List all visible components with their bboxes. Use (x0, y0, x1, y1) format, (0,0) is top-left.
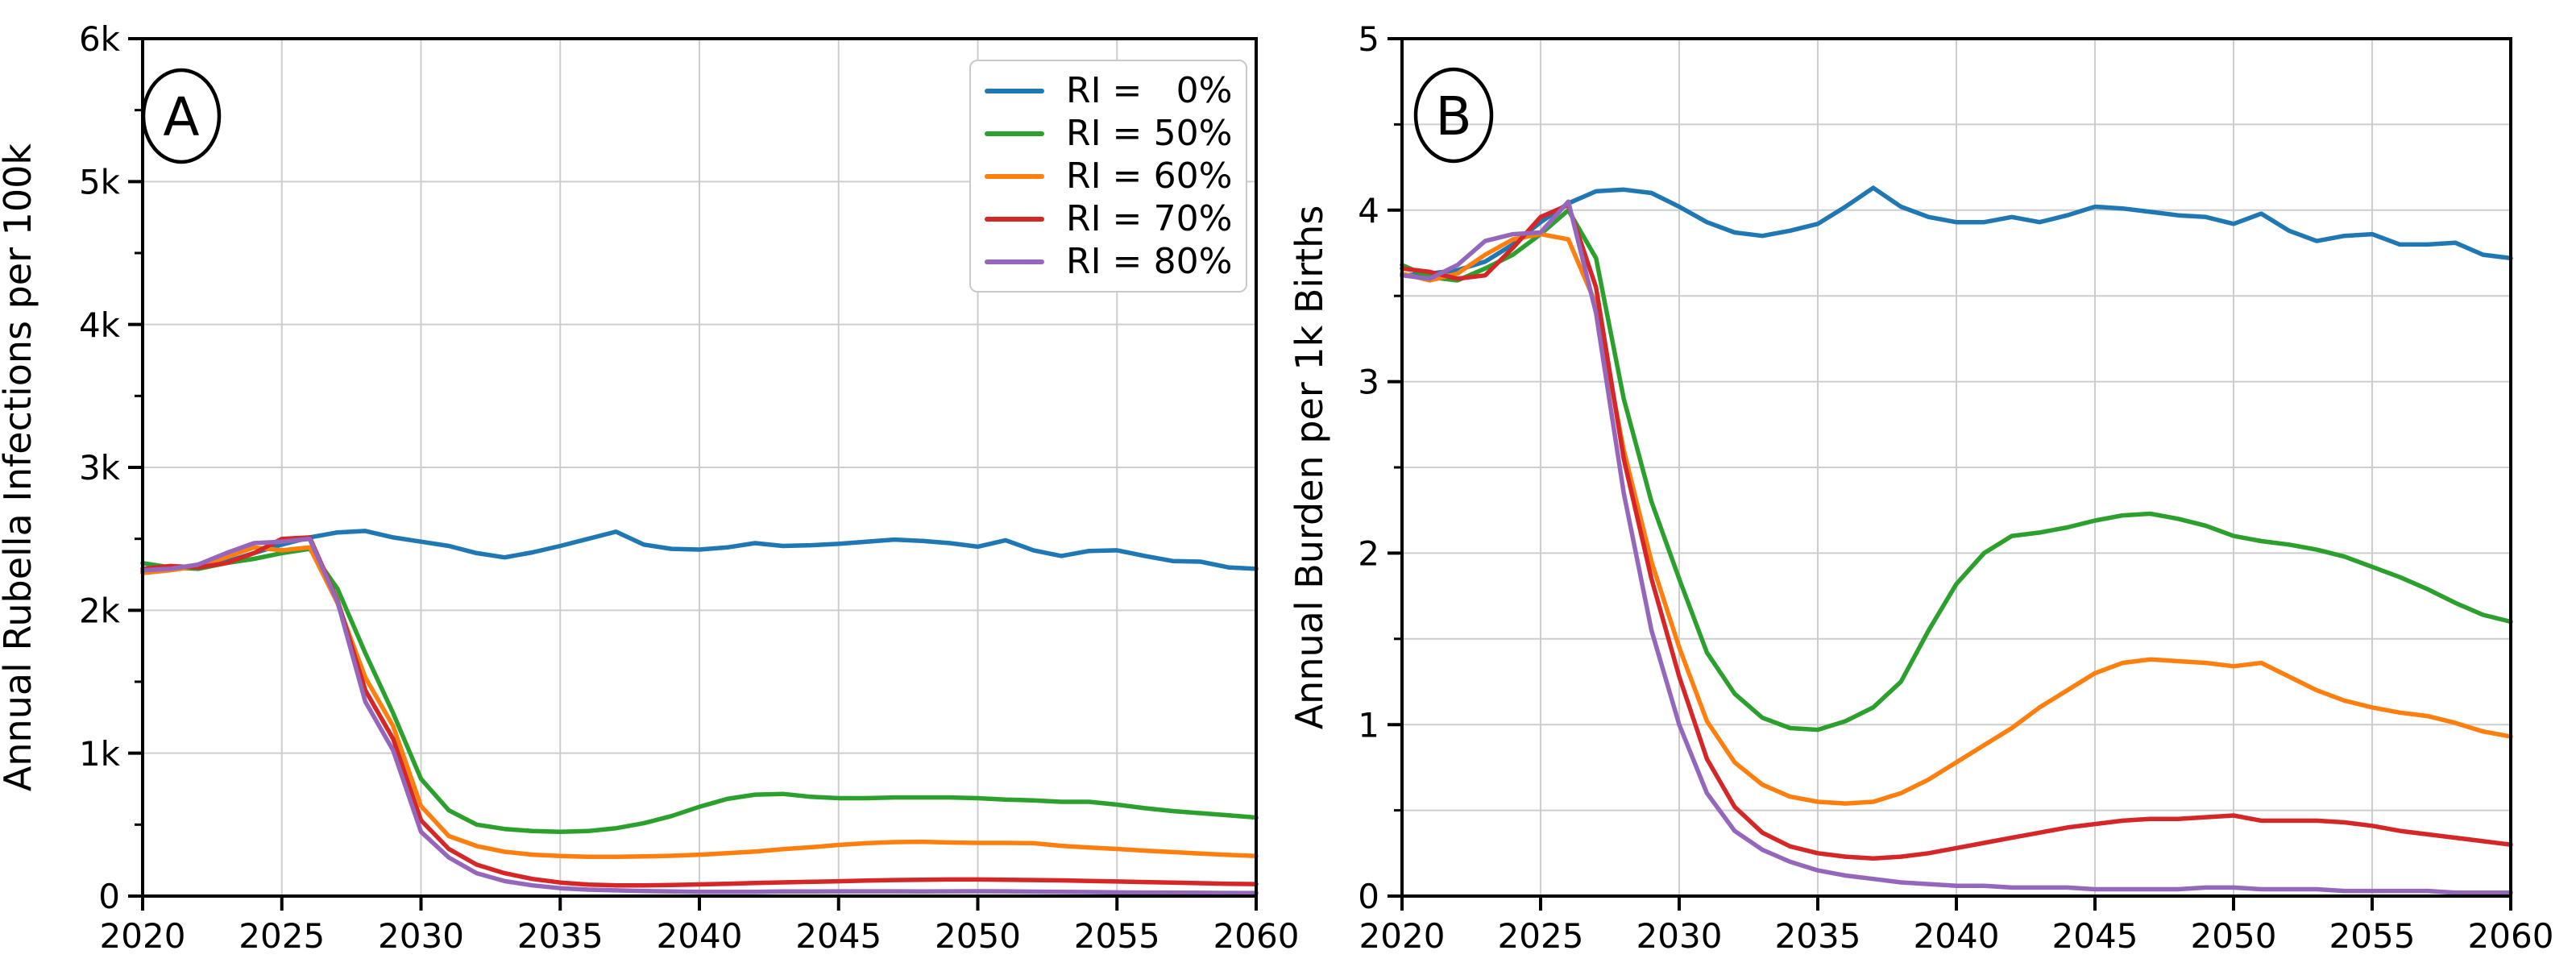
series-line-ri-50 (1400, 208, 2513, 733)
y-tick-label: 5k (79, 162, 121, 201)
legend-line-swatch (985, 259, 1044, 264)
legend-label-prefix: RI = (1066, 198, 1143, 239)
legend-entry-ri-0: RI = 0% (971, 69, 1246, 112)
legend-label-prefix: RI = (1066, 113, 1143, 154)
legend-line-swatch (985, 88, 1044, 93)
x-tick-label: 2020 (1359, 916, 1446, 956)
legend-label: RI = 60% (1066, 156, 1232, 197)
series-line-ri-0 (1400, 185, 2513, 278)
panel-a-ylabel: Annual Rubella Infections per 100k (0, 143, 39, 791)
x-tick-label: 2045 (2052, 916, 2138, 956)
x-tick-label: 2045 (795, 916, 881, 956)
legend: RI = 0% RI = 50% RI = 60% RI = 70% RI = 80% (969, 60, 1247, 293)
legend-line-swatch (985, 216, 1044, 222)
legend-label-prefix: RI = (1066, 241, 1143, 282)
legend-line-swatch (985, 173, 1044, 179)
legend-entry-ri-80: RI = 80% (971, 240, 1246, 283)
series-line-ri-80 (140, 536, 1259, 896)
y-tick-label: 1 (1358, 705, 1379, 745)
x-tick-label: 2030 (378, 916, 464, 956)
legend-label: RI = 70% (1066, 198, 1232, 239)
panel-a-badge-circle (141, 68, 222, 164)
y-tick-label: 0 (98, 877, 120, 916)
x-tick-label: 2025 (239, 916, 325, 956)
series-line-ri-80 (1400, 199, 2513, 895)
legend-label-value: 80% (1153, 241, 1233, 282)
series-line-ri-70 (1400, 202, 2513, 861)
legend-label-value: 70% (1153, 198, 1233, 239)
panel-b-ylabel: Annual Burden per 1k Births (1288, 205, 1331, 730)
legend-label: RI = 50% (1066, 113, 1232, 154)
panel-b-badge-letter: B (1435, 85, 1471, 147)
x-tick-label: 2035 (517, 916, 604, 956)
y-tick-label: 3k (79, 448, 121, 488)
y-tick-label: 1k (79, 734, 121, 774)
legend-label-prefix: RI = (1066, 156, 1143, 197)
panel-b-badge-circle (1413, 67, 1494, 164)
y-tick-label: 0 (1358, 877, 1379, 916)
x-tick-label: 2020 (100, 916, 186, 956)
legend-label-value: 50% (1153, 113, 1233, 154)
x-tick-label: 2035 (1775, 916, 1861, 956)
legend-label: RI = 80% (1066, 241, 1232, 282)
x-tick-label: 2055 (2329, 916, 2416, 956)
x-tick-label: 2060 (1213, 916, 1300, 956)
x-tick-label: 2030 (1636, 916, 1723, 956)
x-tick-label: 2060 (2468, 916, 2554, 956)
x-tick-label: 2050 (2191, 916, 2277, 956)
legend-label: RI = 0% (1066, 70, 1232, 111)
x-tick-label: 2040 (657, 916, 743, 956)
legend-label-value: 0% (1176, 70, 1233, 111)
legend-label-value: 60% (1153, 156, 1233, 197)
series-line-ri-0 (140, 529, 1259, 575)
legend-line-swatch (985, 131, 1044, 136)
legend-entry-ri-60: RI = 60% (971, 155, 1246, 197)
y-tick-label: 4k (79, 305, 121, 345)
panel-b: 2020 2025 2030 2035 2040 2045 2050 2055 2060 0 1 2 3… (1288, 19, 2553, 956)
x-tick-label: 2040 (1914, 916, 2000, 956)
y-tick-label: 3 (1358, 363, 1379, 402)
x-tick-label: 2025 (1498, 916, 1584, 956)
legend-entry-ri-50: RI = 50% (971, 112, 1246, 155)
y-tick-label: 4 (1358, 191, 1379, 230)
y-tick-label: 6k (79, 19, 121, 59)
x-tick-label: 2055 (1074, 916, 1160, 956)
legend-label-prefix: RI = (1066, 70, 1143, 111)
y-tick-label: 5 (1358, 19, 1379, 59)
y-tick-label: 2 (1358, 534, 1379, 574)
legend-entry-ri-70: RI = 70% (971, 197, 1246, 240)
panel-a-badge-letter: A (163, 86, 199, 148)
x-tick-label: 2050 (935, 916, 1021, 956)
y-tick-label: 2k (79, 591, 121, 630)
